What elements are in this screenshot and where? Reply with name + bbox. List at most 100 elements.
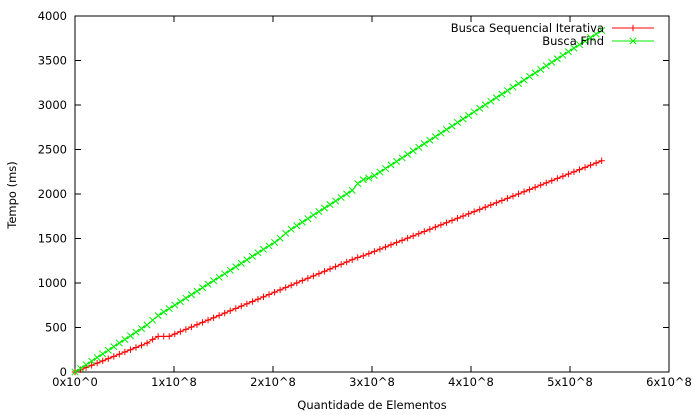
data-point [232, 263, 240, 271]
data-point [409, 147, 417, 155]
legend-entry: Busca Find [542, 34, 654, 48]
data-point [454, 215, 461, 222]
data-point [437, 129, 445, 137]
data-point [453, 118, 462, 127]
data-point [448, 217, 456, 224]
data-point [326, 200, 334, 209]
x-tick-label: 4x10^8 [448, 375, 494, 389]
y-tick-label: 1000 [38, 276, 67, 290]
data-point [221, 309, 228, 317]
data-point [154, 333, 162, 340]
data-point [210, 314, 217, 321]
data-point [82, 361, 90, 369]
data-point [554, 175, 561, 182]
data-point [376, 168, 384, 176]
data-point [476, 104, 484, 112]
data-point [526, 186, 533, 193]
data-point [182, 294, 190, 302]
data-point [226, 266, 234, 274]
data-point [204, 280, 212, 288]
data-point [343, 258, 350, 266]
data-point [520, 76, 528, 84]
data-point [309, 211, 317, 219]
data-point [304, 275, 312, 282]
data-point [404, 234, 411, 242]
data-point [559, 173, 567, 180]
data-point [110, 353, 118, 360]
data-point [315, 208, 323, 216]
data-point [299, 277, 306, 284]
data-point [392, 157, 401, 165]
data-point [542, 62, 550, 70]
data-point [99, 357, 106, 365]
data-point [149, 316, 157, 324]
data-point [143, 321, 151, 329]
data-point [321, 268, 328, 275]
data-point [426, 136, 434, 144]
data-point [409, 232, 417, 240]
data-point [143, 339, 151, 347]
data-point [249, 298, 256, 305]
data-point [265, 242, 273, 250]
data-point [182, 326, 190, 333]
legend-entry: Busca Sequencial Iterativa [451, 21, 654, 35]
data-point [576, 166, 583, 173]
data-point [537, 181, 544, 189]
data-point [415, 143, 423, 151]
data-point [354, 254, 361, 261]
data-point [243, 256, 251, 264]
data-point [493, 199, 500, 206]
data-point [520, 188, 528, 195]
data-point [243, 300, 251, 308]
data-point [149, 336, 156, 343]
y-tick-label: 0 [60, 365, 67, 379]
data-point [171, 330, 178, 338]
data-point [548, 58, 556, 66]
data-point [575, 41, 584, 49]
data-point [359, 176, 367, 184]
data-point [221, 270, 229, 278]
data-point [470, 108, 478, 116]
legend-label: Busca Find [542, 34, 604, 48]
data-point [587, 33, 595, 42]
data-point [237, 259, 245, 267]
x-tick-label: 3x10^8 [349, 375, 395, 389]
data-point [371, 248, 378, 255]
data-point [459, 212, 467, 220]
data-point [509, 83, 517, 91]
plot-frame [74, 15, 670, 373]
y-tick-label: 1500 [38, 232, 67, 246]
data-point [115, 339, 123, 347]
data-point [260, 293, 267, 301]
y-tick-label: 2500 [38, 143, 67, 157]
data-point [481, 101, 489, 109]
data-point [326, 265, 334, 273]
data-point [349, 256, 356, 263]
data-point [126, 332, 134, 340]
data-point [187, 291, 195, 299]
data-point [110, 343, 118, 351]
data-point [287, 225, 295, 233]
data-point [387, 241, 395, 248]
data-point [276, 286, 284, 294]
data-point [465, 210, 472, 218]
data-point [105, 355, 112, 362]
x-axis-ticks: 0x10^0 1x10^8 2x10^8 3x10^8 4x10^8 5x10^8 6x10… [52, 16, 692, 389]
data-point [265, 291, 273, 298]
data-point [127, 346, 134, 353]
data-point [298, 218, 306, 226]
y-tick-label: 500 [45, 321, 67, 335]
data-point [415, 230, 422, 237]
data-point [565, 170, 572, 178]
y-axis-label: Tempo (ms) [5, 161, 19, 230]
data-point [177, 328, 184, 335]
data-point [99, 350, 107, 358]
data-point [204, 316, 212, 324]
data-point [154, 312, 162, 320]
data-point [587, 161, 594, 169]
data-point [504, 195, 511, 202]
y-tick-label: 2000 [38, 187, 67, 201]
data-point [564, 48, 572, 56]
data-point [160, 308, 168, 316]
data-point [176, 298, 184, 306]
